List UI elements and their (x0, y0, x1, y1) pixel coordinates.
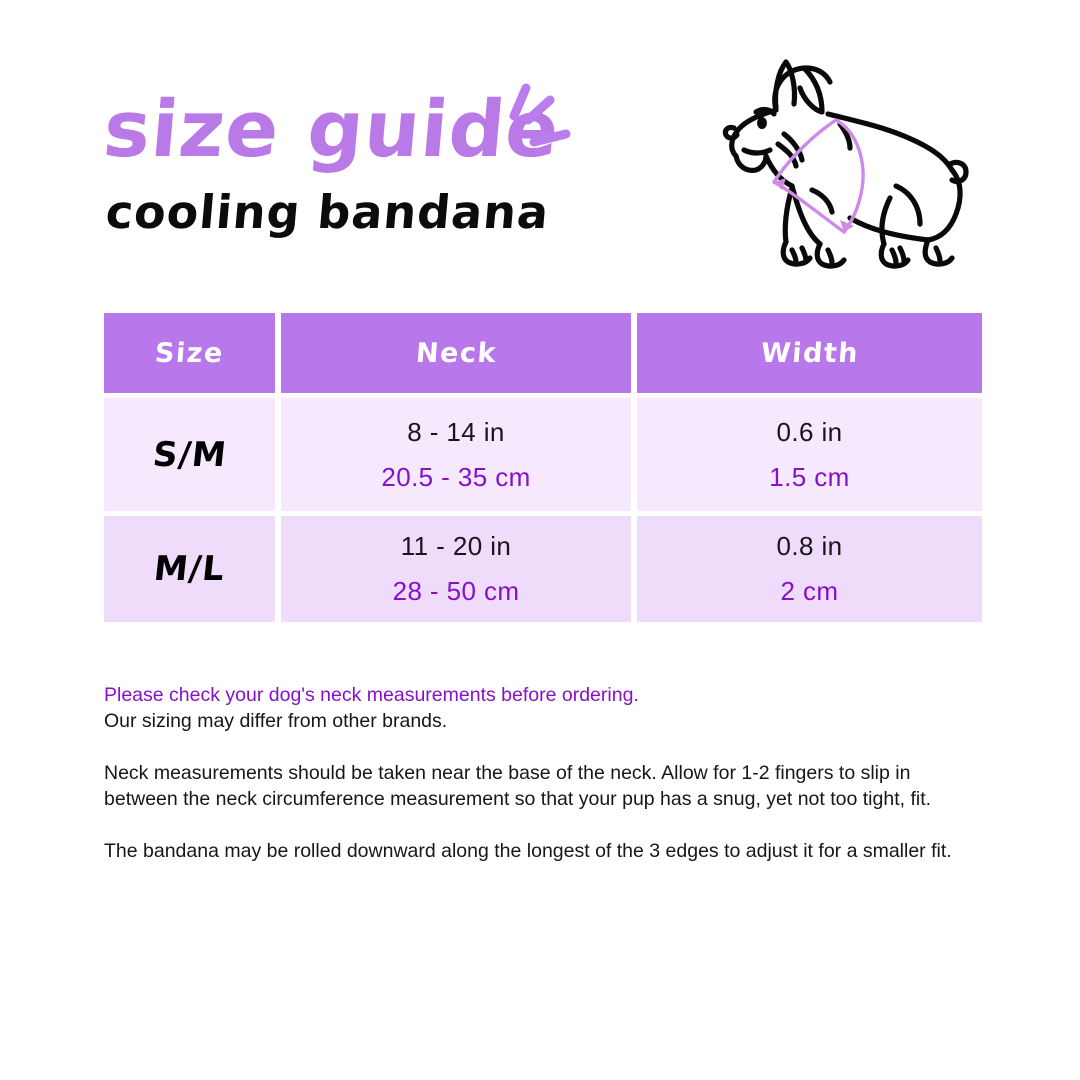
neck-cm-value: 28 - 50 cm (392, 576, 520, 606)
table-cell-neck: 8 - 14 in 20.5 - 35 cm (281, 398, 631, 511)
table-row: S/M 8 - 14 in 20.5 - 35 cm 0.6 in 1.5 cm (104, 398, 982, 511)
table-header-neck-label: Neck (414, 337, 498, 369)
neck-cm-value: 20.5 - 35 cm (381, 461, 531, 492)
size-label: S/M (150, 434, 229, 475)
table-cell-width: 0.8 in 2 cm (637, 516, 982, 622)
table-header-size-label: Size (154, 337, 225, 369)
width-inches-value: 0.6 in (776, 416, 843, 447)
note-paragraph-1: Neck measurements should be taken near t… (104, 762, 932, 810)
table-header-width: Width (637, 313, 982, 393)
table-cell-size: M/L (104, 516, 275, 622)
table-row: M/L 11 - 20 in 28 - 50 cm 0.8 in 2 cm (104, 516, 982, 622)
sparkle-icon (509, 83, 571, 147)
header-section: size guide cooling bandana (0, 0, 1080, 300)
note-subnote: Our sizing may differ from other brands. (104, 710, 448, 732)
neck-inches-value: 8 - 14 in (407, 416, 505, 447)
size-chart-table: Size Neck Width S/M 8 - 14 in 20.5 - 35 … (104, 313, 982, 622)
note-highlight: Please check your dog's neck measurement… (104, 684, 639, 706)
table-header-neck: Neck (281, 313, 631, 393)
note-paragraph-2: The bandana may be rolled downward along… (104, 840, 952, 862)
table-header-row: Size Neck Width (104, 313, 982, 393)
table-cell-width: 0.6 in 1.5 cm (637, 398, 982, 511)
table-cell-size: S/M (104, 398, 275, 511)
table-header-size: Size (104, 313, 275, 393)
table-cell-neck: 11 - 20 in 28 - 50 cm (281, 516, 631, 622)
notes-section: Please check your dog's neck measurement… (104, 682, 984, 864)
neck-inches-value: 11 - 20 in (400, 531, 512, 561)
table-header-width-label: Width (759, 337, 860, 369)
width-inches-value: 0.8 in (776, 531, 843, 561)
page-subtitle: cooling bandana (103, 185, 552, 239)
dog-illustration (722, 59, 969, 269)
width-cm-value: 2 cm (780, 576, 839, 606)
size-label: M/L (151, 549, 228, 589)
width-cm-value: 1.5 cm (769, 461, 850, 492)
